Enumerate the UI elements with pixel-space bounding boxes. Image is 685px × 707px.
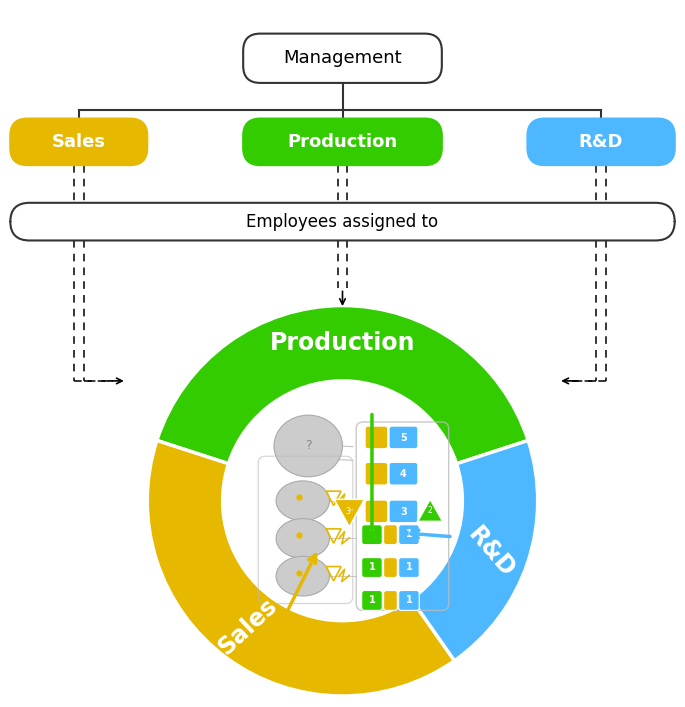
FancyBboxPatch shape: [384, 525, 397, 544]
Text: 1: 1: [369, 562, 375, 572]
FancyBboxPatch shape: [362, 558, 382, 578]
FancyBboxPatch shape: [362, 525, 382, 544]
Text: 4: 4: [400, 469, 407, 479]
Text: Employees assigned to: Employees assigned to: [247, 213, 438, 230]
Text: R&D: R&D: [463, 522, 520, 582]
FancyBboxPatch shape: [389, 426, 418, 449]
FancyBboxPatch shape: [365, 462, 388, 485]
FancyBboxPatch shape: [384, 590, 397, 610]
Text: 2: 2: [428, 506, 432, 515]
Text: Management: Management: [283, 49, 402, 67]
Text: Production: Production: [270, 331, 415, 355]
Wedge shape: [157, 305, 528, 464]
Ellipse shape: [274, 415, 342, 477]
Text: Sales: Sales: [52, 133, 105, 151]
Text: 1: 1: [406, 562, 412, 572]
FancyBboxPatch shape: [365, 500, 388, 522]
Ellipse shape: [276, 481, 329, 520]
FancyBboxPatch shape: [399, 525, 419, 544]
Polygon shape: [418, 499, 443, 521]
Text: R&D: R&D: [579, 133, 623, 151]
Text: ?: ?: [305, 440, 312, 452]
Text: Production: Production: [288, 133, 397, 151]
Text: 5: 5: [400, 433, 407, 443]
Wedge shape: [411, 440, 538, 661]
Text: 1: 1: [406, 530, 412, 539]
Ellipse shape: [276, 519, 329, 559]
FancyBboxPatch shape: [10, 119, 147, 165]
FancyBboxPatch shape: [384, 558, 397, 578]
Circle shape: [223, 381, 462, 621]
FancyBboxPatch shape: [365, 426, 388, 449]
FancyBboxPatch shape: [10, 203, 675, 240]
Wedge shape: [147, 440, 454, 696]
FancyBboxPatch shape: [362, 590, 382, 610]
Text: 1: 1: [406, 595, 412, 605]
FancyBboxPatch shape: [389, 462, 418, 485]
FancyBboxPatch shape: [389, 500, 418, 522]
Text: 3: 3: [400, 507, 407, 517]
Polygon shape: [334, 499, 364, 527]
Text: 1: 1: [369, 595, 375, 605]
Ellipse shape: [276, 556, 329, 596]
FancyBboxPatch shape: [399, 590, 419, 610]
Text: 3ⁿ: 3ⁿ: [345, 506, 353, 515]
FancyBboxPatch shape: [399, 558, 419, 578]
Text: 1: 1: [369, 530, 375, 539]
Text: Sales: Sales: [214, 594, 282, 660]
FancyBboxPatch shape: [527, 119, 675, 165]
FancyBboxPatch shape: [243, 119, 442, 165]
FancyBboxPatch shape: [243, 34, 442, 83]
